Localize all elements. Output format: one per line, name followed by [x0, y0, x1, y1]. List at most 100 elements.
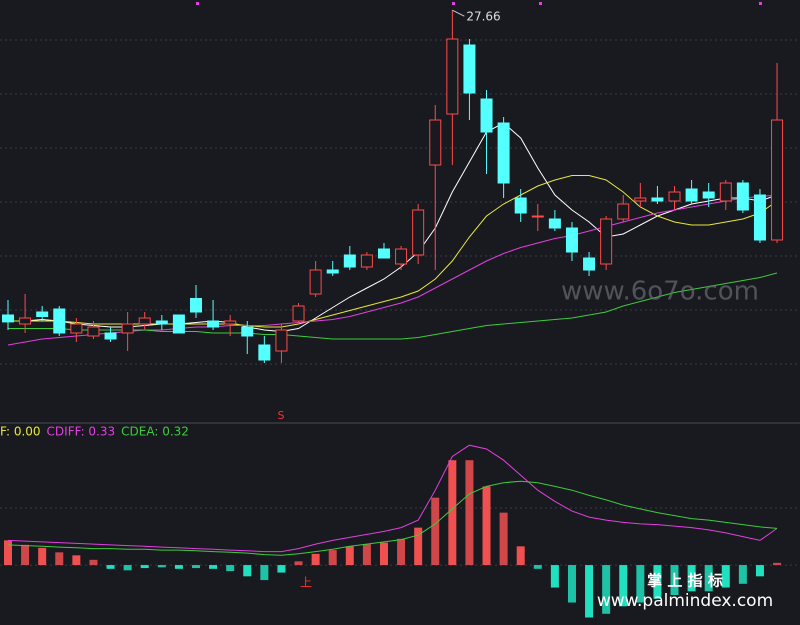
signal-marker: 上	[300, 576, 312, 590]
watermark-title: 掌 上 指 标	[647, 572, 723, 590]
macd-bar	[414, 527, 423, 566]
indicator-line	[8, 175, 778, 328]
macd-bar	[72, 555, 81, 566]
indicator-line	[7, 194, 778, 346]
macd-bar	[140, 565, 149, 569]
candle-body	[600, 218, 613, 265]
indicator-label: F: 0.00	[0, 425, 41, 439]
candle-body	[753, 194, 766, 241]
candle-body	[719, 182, 732, 202]
macd-bar	[191, 565, 200, 569]
dot	[196, 2, 199, 5]
macd-bar	[345, 546, 354, 566]
macd-bar	[499, 512, 508, 566]
macd-bar	[38, 547, 47, 566]
indicator-line	[8, 272, 778, 340]
candle-body	[207, 320, 220, 328]
candle-body	[514, 197, 527, 214]
candle-body	[531, 215, 544, 218]
candle-body	[651, 197, 664, 202]
macd-bar	[260, 565, 269, 581]
candle-body	[258, 344, 271, 361]
macd-bar	[174, 565, 183, 569]
candle-body	[292, 305, 305, 322]
candle-body	[429, 119, 442, 166]
candle-body	[87, 326, 100, 337]
candle-body	[771, 119, 784, 241]
macd-bar	[379, 542, 388, 566]
watermark: www.palmindex.com	[597, 591, 773, 611]
candle-body	[497, 122, 510, 184]
candle-body	[685, 188, 698, 202]
candle-body	[241, 326, 254, 337]
macd-bar	[157, 565, 166, 568]
macd-bar	[755, 565, 764, 577]
candle-body	[275, 329, 288, 352]
candle-body	[548, 218, 561, 229]
candle-body	[121, 323, 134, 334]
candle-body	[104, 332, 117, 340]
dot	[452, 2, 455, 5]
macd-bar	[21, 544, 30, 566]
macd-bar	[533, 565, 542, 569]
macd-bar	[226, 565, 235, 572]
candle-body	[53, 308, 66, 334]
indicator-line	[7, 480, 778, 556]
macd-bar	[567, 565, 576, 603]
macd-bar	[243, 565, 252, 577]
macd-bar	[362, 544, 371, 566]
macd-bar	[670, 565, 679, 596]
indicator-line	[7, 444, 778, 553]
signal-marker: S	[278, 409, 285, 422]
watermark: www.6o7o.com	[561, 277, 759, 307]
macd-bar	[106, 565, 115, 569]
candle-body	[343, 254, 356, 268]
macd-bar	[516, 546, 525, 566]
dot	[759, 2, 762, 5]
candle-body	[377, 248, 390, 259]
macd-bar	[397, 538, 406, 566]
macd-bar	[277, 565, 286, 573]
macd-bar	[550, 565, 559, 588]
macd-bar	[602, 565, 611, 614]
macd-bar	[721, 565, 730, 588]
macd-bar	[636, 565, 645, 603]
candle-body	[395, 248, 408, 265]
high-label: 27.66	[466, 10, 500, 24]
candle-body	[634, 197, 647, 202]
macd-bar	[465, 460, 474, 566]
macd-bar	[653, 565, 662, 599]
candle-body	[2, 314, 14, 323]
candle-body	[224, 320, 237, 325]
macd-bar	[585, 565, 594, 618]
candle-body	[668, 191, 681, 202]
macd-bar	[311, 553, 320, 566]
macd-bar	[328, 550, 337, 566]
candle-body	[446, 38, 459, 115]
candle-body	[172, 314, 185, 334]
candle-body	[702, 191, 715, 199]
macd-bar	[209, 565, 218, 569]
macd-bar	[704, 565, 713, 592]
macd-bar	[123, 565, 132, 571]
candle-body	[155, 320, 168, 325]
macd-bar	[55, 552, 64, 566]
candle-body	[326, 269, 339, 274]
candle-body	[189, 298, 202, 313]
candle-body	[138, 317, 151, 325]
candle-body	[19, 317, 32, 325]
candle-body	[565, 227, 578, 253]
indicator-label: CDIFF: 0.33	[47, 425, 116, 439]
candle-body	[309, 269, 322, 295]
indicator-label: CDEA: 0.32	[121, 425, 189, 439]
dot	[539, 2, 542, 5]
macd-bar	[619, 565, 628, 607]
candle-body	[36, 311, 49, 317]
candle-body	[480, 98, 493, 133]
macd-bar	[448, 460, 457, 566]
candle-body	[70, 323, 83, 334]
macd-bar	[738, 565, 747, 584]
candle-body	[736, 182, 749, 211]
